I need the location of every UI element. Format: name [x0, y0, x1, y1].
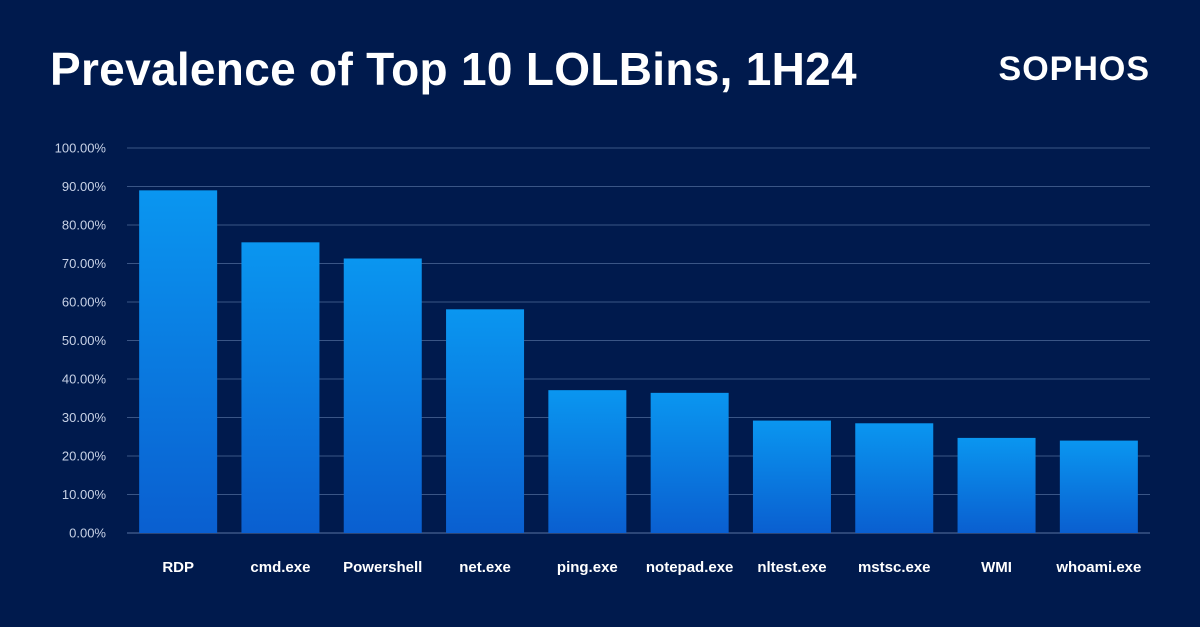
- y-tick-label: 50.00%: [62, 333, 107, 348]
- chart-title: Prevalence of Top 10 LOLBins, 1H24: [50, 43, 857, 95]
- y-tick-label: 100.00%: [55, 141, 107, 156]
- x-category-label: ping.exe: [557, 559, 618, 576]
- bar-net-exe: [446, 309, 525, 533]
- x-category-label: RDP: [162, 559, 194, 576]
- bar-notepad-exe: [650, 392, 729, 533]
- bar-nltest-exe: [752, 420, 831, 533]
- y-axis-ticks: 0.00% 10.00% 20.00% 30.00% 40.00% 50.00% 60.00…: [55, 141, 107, 541]
- y-tick-label: 70.00%: [62, 256, 107, 271]
- y-tick-label: 60.00%: [62, 295, 107, 310]
- x-category-label: nltest.exe: [757, 559, 826, 576]
- y-tick-label: 30.00%: [62, 410, 107, 425]
- bar-rdp: [139, 190, 218, 533]
- y-tick-label: 0.00%: [69, 526, 106, 541]
- bar-mstsc-exe: [855, 423, 934, 533]
- bar-powershell: [343, 258, 422, 533]
- x-category-label: whoami.exe: [1055, 559, 1141, 576]
- x-category-label: notepad.exe: [646, 559, 734, 576]
- bars: [139, 190, 1138, 533]
- x-category-label: net.exe: [459, 559, 511, 576]
- y-tick-label: 90.00%: [62, 179, 107, 194]
- sophos-logo: SOPHOS: [998, 50, 1150, 88]
- x-category-label: cmd.exe: [250, 559, 310, 576]
- bar-cmd-exe: [241, 242, 320, 533]
- x-category-label: Powershell: [343, 559, 422, 576]
- y-tick-label: 80.00%: [62, 218, 107, 233]
- x-category-label: mstsc.exe: [858, 559, 931, 576]
- bar-whoami-exe: [1059, 440, 1138, 533]
- y-tick-label: 20.00%: [62, 449, 107, 464]
- x-axis-labels: RDP cmd.exe Powershell net.exe ping.exe notep…: [162, 559, 1141, 576]
- bar-ping-exe: [548, 390, 627, 533]
- x-category-label: WMI: [981, 559, 1012, 576]
- y-tick-label: 40.00%: [62, 372, 107, 387]
- y-tick-label: 10.00%: [62, 487, 107, 502]
- bar-wmi: [957, 437, 1036, 533]
